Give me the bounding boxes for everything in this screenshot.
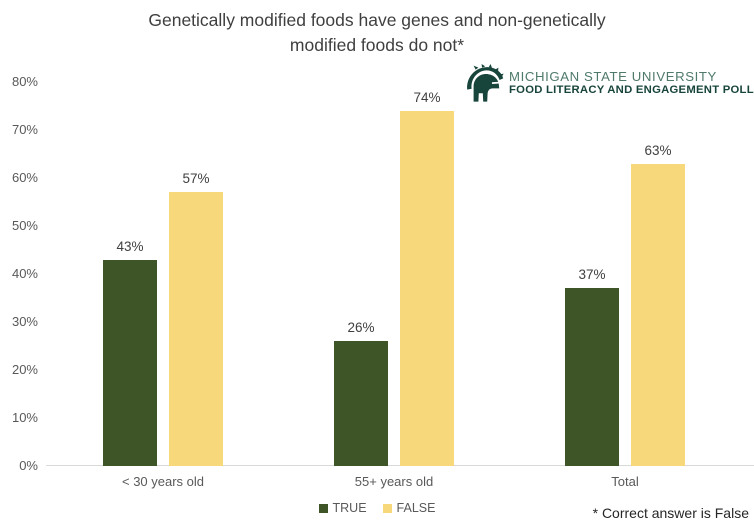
chart-title: Genetically modified foods have genes an… <box>0 8 754 58</box>
y-axis-tick-label: 50% <box>11 218 38 233</box>
bar-true <box>334 341 388 466</box>
footnote: * Correct answer is False <box>592 505 749 521</box>
legend: TRUE FALSE <box>0 501 754 515</box>
y-axis-tick-label: 20% <box>11 362 38 377</box>
legend-label: TRUE <box>332 501 367 515</box>
bar-false <box>169 192 223 466</box>
y-axis-tick-label: 60% <box>11 170 38 185</box>
y-axis-tick-label: 80% <box>11 74 38 89</box>
legend-item-false: FALSE <box>382 501 436 515</box>
x-category-label: 55+ years old <box>354 474 434 489</box>
bar-true <box>103 259 157 466</box>
legend-item-true: TRUE <box>318 501 367 515</box>
chart-title-line1: Genetically modified foods have genes an… <box>148 10 606 30</box>
bar-value-label: 74% <box>413 89 441 105</box>
x-category-label: Total <box>611 474 639 489</box>
y-axis-tick-label: 40% <box>11 266 38 281</box>
y-axis-tick-label: 10% <box>11 410 38 425</box>
legend-swatch-true <box>318 503 328 513</box>
msu-logo: MICHIGAN STATE UNIVERSITY FOOD LITERACY … <box>464 64 754 104</box>
legend-label: FALSE <box>396 501 436 515</box>
legend-swatch-false <box>382 503 392 513</box>
logo-text: MICHIGAN STATE UNIVERSITY FOOD LITERACY … <box>509 64 754 97</box>
y-axis-tick-label: 70% <box>11 122 38 137</box>
bar-value-label: 63% <box>644 142 672 158</box>
bar-value-label: 37% <box>578 267 606 283</box>
y-axis-tick-label: 0% <box>19 458 38 473</box>
spartan-helmet-icon <box>467 64 504 102</box>
x-category-label: < 30 years old <box>121 474 205 489</box>
bar-value-label: 43% <box>116 238 144 254</box>
bar-true <box>565 288 619 466</box>
logo-university-name: MICHIGAN STATE UNIVERSITY <box>509 69 717 84</box>
bar-false <box>400 110 454 466</box>
bar-value-label: 26% <box>347 320 375 336</box>
chart-title-line2: modified foods do not* <box>289 35 465 55</box>
logo-program-name: FOOD LITERACY AND ENGAGEMENT POLL <box>509 84 754 96</box>
bar-false <box>631 163 685 466</box>
y-axis-tick-label: 30% <box>11 314 38 329</box>
bar-value-label: 57% <box>182 171 210 187</box>
